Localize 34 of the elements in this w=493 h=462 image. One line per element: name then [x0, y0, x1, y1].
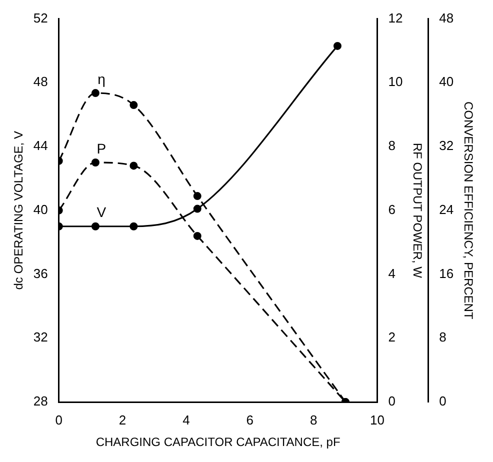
y2-tick-label: 0 [388, 394, 396, 409]
x-tick-label: 4 [182, 412, 190, 428]
series-label: P [96, 140, 106, 156]
x-tick-label: 6 [246, 412, 254, 428]
y-tick-label: 36 [33, 266, 48, 281]
x-tick-label: 0 [55, 412, 62, 428]
y2-tick-label: 10 [388, 74, 403, 90]
y3-tick-label: 48 [439, 10, 454, 26]
y3-axis-title: CONVERSION EFFICIENCY, PERCENT [461, 101, 476, 320]
series-label: η [98, 70, 106, 87]
y2-tick-label: 8 [388, 138, 396, 154]
y3-tick-label: 0 [439, 394, 446, 409]
y-tick-label: 44 [33, 138, 48, 154]
y-tick-label: 40 [33, 202, 48, 217]
y2-tick-label: 2 [388, 330, 396, 345]
y3-tick-label: 8 [439, 330, 446, 345]
y2-axis-title: RF OUTPUT POWER, W [410, 142, 425, 279]
y2-tick-label: 4 [388, 266, 396, 281]
y2-tick-label: 12 [388, 10, 403, 26]
y3-tick-label: 24 [439, 202, 454, 217]
y-axis-title: dc OPERATING VOLTAGE, V [12, 131, 26, 290]
y3-tick-label: 40 [439, 74, 454, 90]
y3-tick-label: 32 [439, 138, 454, 154]
y-tick-label: 32 [33, 330, 48, 345]
y2-tick-label: 6 [388, 202, 396, 217]
x-tick-label: 8 [310, 412, 318, 428]
y-tick-label: 52 [33, 10, 48, 26]
x-tick-label: 2 [118, 412, 126, 428]
x-axis-title: CHARGING CAPACITOR CAPACITANCE, pF [96, 435, 340, 450]
x-tick-label: 10 [370, 412, 385, 428]
y-tick-label: 48 [33, 74, 48, 90]
y3-tick-label: 16 [439, 266, 454, 281]
y-tick-label: 28 [33, 394, 48, 409]
series-label: V [96, 204, 107, 220]
